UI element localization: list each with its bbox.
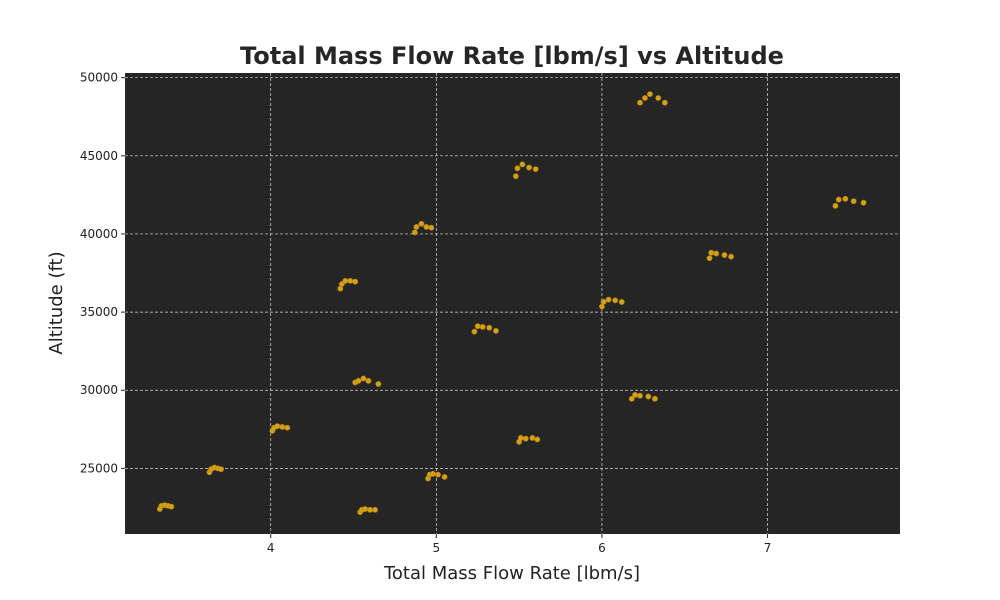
- data-point: [842, 195, 849, 202]
- data-point: [661, 99, 668, 106]
- data-point: [479, 324, 486, 330]
- data-point: [423, 224, 430, 230]
- data-point: [728, 253, 734, 260]
- data-point: [372, 506, 378, 513]
- data-point: [218, 466, 224, 473]
- data-point: [355, 377, 362, 384]
- x-tick-label: 4: [267, 541, 275, 555]
- data-point: [347, 277, 354, 284]
- grid-lines: [125, 73, 900, 534]
- y-tick-label: 25000: [80, 461, 118, 475]
- data-point: [279, 424, 286, 430]
- data-point: [411, 229, 418, 236]
- plot-area: [125, 73, 900, 534]
- y-tick-label: 35000: [80, 305, 118, 319]
- x-axis-label: Total Mass Flow Rate [lbm/s]: [383, 563, 640, 584]
- data-point: [645, 393, 652, 400]
- data-point: [284, 424, 291, 431]
- y-axis-label: Altitude (ft): [46, 251, 67, 354]
- data-point: [493, 327, 499, 334]
- data-point: [514, 165, 521, 172]
- data-point: [628, 395, 635, 402]
- data-point: [612, 297, 619, 304]
- data-point: [850, 198, 857, 205]
- data-point: [375, 381, 382, 387]
- data-point: [526, 164, 532, 171]
- x-tick-label: 7: [764, 541, 772, 555]
- data-point: [441, 474, 448, 480]
- data-point: [413, 224, 420, 230]
- data-point: [168, 503, 175, 510]
- data-point: [365, 377, 372, 384]
- data-point: [637, 392, 643, 399]
- data-point: [642, 95, 648, 101]
- y-tick-label: 40000: [80, 227, 118, 241]
- data-point: [652, 395, 658, 402]
- data-point: [512, 173, 519, 180]
- y-tick-label: 50000: [80, 71, 118, 85]
- x-tick-label: 5: [433, 541, 441, 555]
- data-point: [713, 250, 720, 257]
- data-point: [706, 255, 713, 262]
- data-point: [362, 506, 369, 512]
- data-point: [647, 91, 653, 97]
- data-point: [534, 436, 541, 443]
- data-point: [632, 392, 638, 398]
- chart-title: Total Mass Flow Rate [lbm/s] vs Altitude: [240, 42, 784, 70]
- data-point: [430, 470, 436, 477]
- data-point: [519, 161, 526, 168]
- data-point: [835, 196, 842, 203]
- data-point: [342, 277, 349, 284]
- data-point: [517, 434, 524, 441]
- data-point: [486, 324, 493, 331]
- data-point: [637, 99, 643, 106]
- data-point: [708, 249, 715, 256]
- data-point: [532, 166, 539, 173]
- data-point: [428, 224, 435, 231]
- y-tick-label: 45000: [80, 149, 118, 163]
- data-point: [600, 299, 607, 305]
- data-point: [352, 278, 359, 285]
- data-point: [471, 328, 478, 335]
- data-point: [618, 299, 625, 305]
- data-point: [418, 220, 425, 227]
- data-point: [274, 423, 281, 430]
- data-point: [655, 95, 662, 101]
- data-point: [435, 471, 441, 478]
- data-point: [360, 375, 367, 382]
- data-point: [474, 323, 481, 330]
- data-point: [832, 202, 839, 209]
- y-tick-label: 30000: [80, 383, 118, 397]
- data-point: [522, 435, 529, 442]
- data-points: [156, 91, 867, 516]
- axis-ticks: 4 5 6 7 25000 30000 35000 40000 45000 50000: [80, 71, 772, 555]
- data-point: [367, 506, 373, 513]
- data-point: [860, 199, 867, 206]
- data-point: [605, 296, 612, 303]
- x-tick-label: 6: [598, 541, 606, 555]
- data-point: [721, 252, 728, 258]
- data-point: [529, 434, 536, 441]
